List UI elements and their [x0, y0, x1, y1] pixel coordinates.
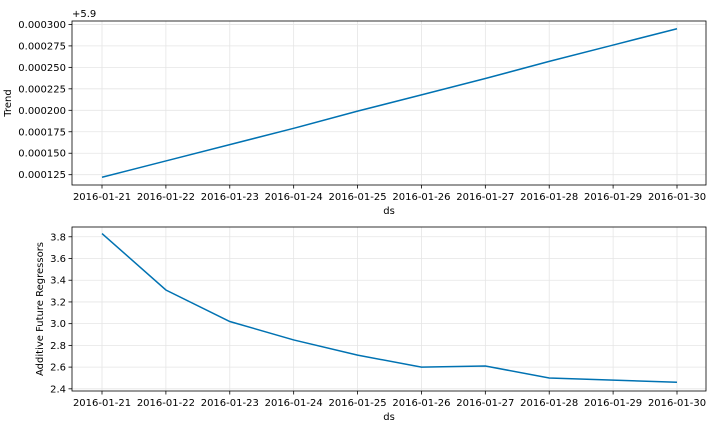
- y-tick-label: 0.000225: [18, 84, 66, 95]
- y-tick-label: 3.4: [50, 276, 66, 287]
- x-tick-label: 2016-01-27: [456, 398, 514, 409]
- y-offset-label: +5.9: [72, 9, 96, 20]
- series-line: [101, 28, 678, 178]
- y-tick-label: 0.000300: [18, 20, 66, 31]
- y-axis-label: Trend: [3, 89, 14, 117]
- x-axis-label: ds: [383, 206, 395, 217]
- x-tick-label: 2016-01-30: [648, 398, 706, 409]
- y-tick-label: 2.6: [50, 363, 66, 374]
- y-tick-label: 3.2: [50, 297, 66, 308]
- x-tick-label: 2016-01-28: [520, 192, 578, 203]
- y-tick-label: 0.000275: [18, 41, 66, 52]
- x-tick-label: 2016-01-25: [328, 398, 386, 409]
- x-tick-label: 2016-01-23: [201, 192, 259, 203]
- y-axis-label: Additive Future Regressors: [35, 242, 46, 376]
- x-axis-label: ds: [383, 412, 395, 423]
- x-tick-label: 2016-01-22: [137, 398, 195, 409]
- x-tick-label: 2016-01-24: [265, 398, 323, 409]
- subplot-2: 2016-01-21 2016-01-22 2016-01-23 2016-01-24…: [35, 226, 707, 423]
- x-tick-label: 2016-01-29: [584, 192, 642, 203]
- axes-frame: [71, 20, 707, 186]
- y-tick-label: 3.6: [50, 254, 66, 265]
- axes-frame: [71, 226, 707, 392]
- x-tick-label: 2016-01-27: [456, 192, 514, 203]
- y-tick-label: 2.8: [50, 341, 66, 352]
- x-tick-label: 2016-01-28: [520, 398, 578, 409]
- x-tick-label: 2016-01-24: [265, 192, 323, 203]
- y-tick-label: 3.0: [50, 319, 66, 330]
- subplot-1: 2016-01-21 2016-01-22 2016-01-23 2016-01-24…: [3, 9, 707, 217]
- x-tick-label: 2016-01-26: [392, 398, 450, 409]
- y-tick-label: 0.000175: [18, 127, 66, 138]
- x-tick-label: 2016-01-26: [392, 192, 450, 203]
- y-tick-label: 2.4: [50, 384, 66, 395]
- x-tick-label: 2016-01-21: [73, 192, 131, 203]
- y-tick-label: 0.000150: [18, 149, 66, 160]
- x-tick-label: 2016-01-30: [648, 192, 706, 203]
- series-line: [101, 232, 678, 384]
- x-tick-label: 2016-01-21: [73, 398, 131, 409]
- y-tick-label: 0.000125: [18, 170, 66, 181]
- x-tick-label: 2016-01-25: [328, 192, 386, 203]
- x-tick-label: 2016-01-29: [584, 398, 642, 409]
- y-tick-label: 0.000250: [18, 63, 66, 74]
- y-tick-label: 0.000200: [18, 106, 66, 117]
- x-tick-label: 2016-01-22: [137, 192, 195, 203]
- y-tick-label: 3.8: [50, 232, 66, 243]
- x-tick-label: 2016-01-23: [201, 398, 259, 409]
